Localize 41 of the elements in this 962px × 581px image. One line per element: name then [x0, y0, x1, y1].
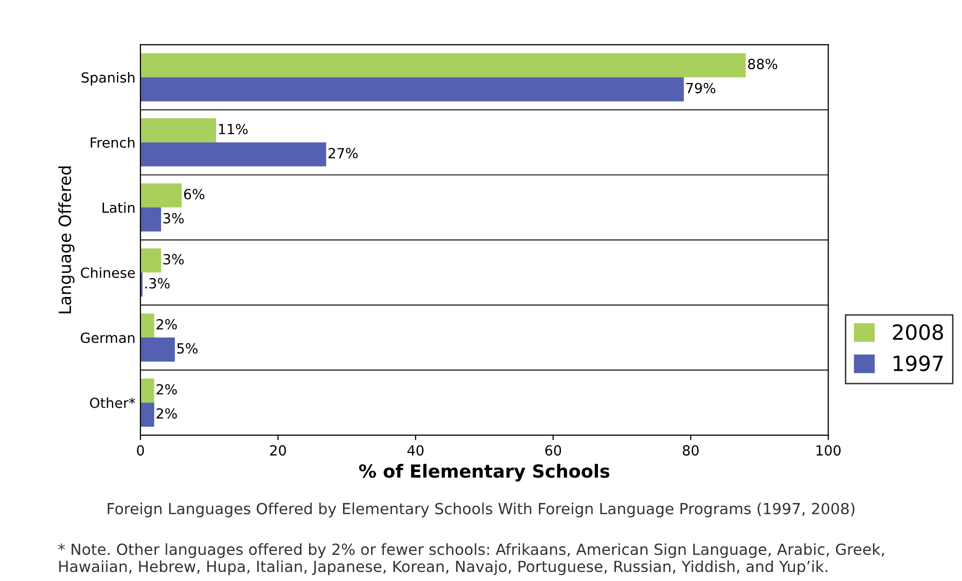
y-tick-label: Spanish: [82, 72, 134, 86]
x-tick-label: 40: [407, 445, 424, 456]
y-tick-label: Other*: [90, 397, 136, 408]
x-tick-label: 100: [816, 445, 841, 456]
y-tick-label: Chinese: [80, 267, 135, 278]
data-label: 27%: [328, 148, 358, 158]
bar: [140, 77, 684, 102]
y-tick-label: Latin: [102, 202, 134, 213]
x-tick-label: 60: [545, 445, 562, 456]
data-label: 2%: [156, 408, 177, 419]
legend-label: 1997: [894, 355, 943, 372]
y-tick-label: French: [90, 137, 134, 148]
bar: [140, 142, 326, 166]
bar: [140, 338, 175, 362]
bar: [140, 313, 154, 338]
y-tick-label: German: [80, 332, 134, 344]
x-tick-label: 20: [270, 445, 286, 456]
text: Foreign Languages Offered by Elementary Schools With Foreign Language Programs (1997, 2008): [108, 502, 854, 518]
data-label: 3%: [164, 254, 184, 264]
data-label: .3%: [145, 278, 170, 289]
data-label: 3%: [164, 212, 184, 224]
y-axis-title: Language Offered: [58, 166, 74, 314]
data-label: 6%: [184, 188, 204, 200]
data-label: 79%: [686, 82, 716, 94]
bar: [140, 53, 746, 78]
data-label: 11%: [219, 124, 248, 134]
x-tick-label: 0: [136, 445, 144, 456]
data-label: 5%: [177, 343, 198, 354]
bar: [140, 378, 154, 403]
bar: [140, 118, 216, 142]
legend-label: 2008: [892, 324, 944, 340]
bar: [140, 183, 182, 208]
data-label: 2%: [156, 319, 177, 330]
bar: [140, 402, 154, 427]
x-tick-label: 80: [682, 445, 699, 456]
bar: [140, 248, 162, 272]
text: * Note. Other languages offered by 2% or fewer schools: Afrikaans, American Sign Language, Arabic, Greek, Hawaiian, Hebrew, Hupa, Italian, Japanese, Korean, Navajo, Portuguese, Russian, Yiddish, and Yup’ik.: [58, 543, 884, 576]
bar: [140, 207, 162, 232]
x-axis-title: % of Elementary Schools: [359, 464, 610, 482]
data-label: 88%: [748, 58, 778, 70]
data-label: 2%: [156, 384, 177, 395]
